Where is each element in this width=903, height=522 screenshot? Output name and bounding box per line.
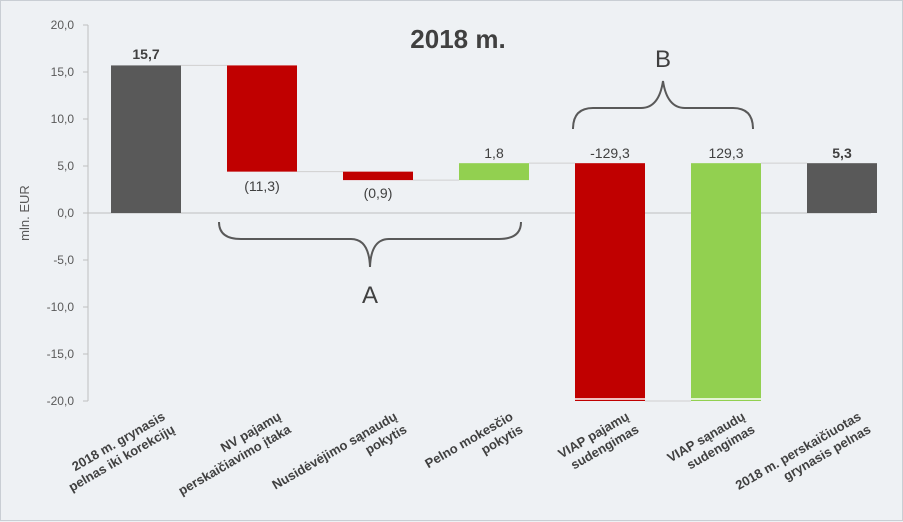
bar-5 xyxy=(575,163,645,401)
data-label-7: 5,3 xyxy=(832,145,852,161)
y-tick-label: 5,0 xyxy=(57,159,74,173)
bar-3 xyxy=(343,171,413,181)
bar-1 xyxy=(111,65,181,213)
x-tick-label-3: Nusidėvėjimo sąnaudųpokytis xyxy=(269,408,409,507)
axis-layer: -20,0 -15,0 -10,0 -5,0 0,0 5,0 10,0 15,0 20,0 xyxy=(47,18,871,408)
bar-layer xyxy=(111,64,877,402)
x-tick-label-1: 2018 m. grynasispelnas iki korekcijų xyxy=(58,408,177,495)
x-tick-label-4: Pelno mokesčiopokytis xyxy=(422,408,525,485)
bar-2 xyxy=(227,65,297,172)
bracket-b xyxy=(572,80,754,130)
data-label-5: -129,3 xyxy=(590,145,630,161)
y-tick-label: -5,0 xyxy=(53,253,74,267)
bar-7 xyxy=(807,163,877,213)
data-label-1: 15,7 xyxy=(132,46,159,62)
bracket-a xyxy=(218,221,522,268)
y-tick-label: 0,0 xyxy=(57,206,74,220)
x-tick-label-7: 2018 m. perskaičiuotasgrynasis pelnas xyxy=(733,408,874,507)
y-tick-label: 10,0 xyxy=(51,112,75,126)
y-tick-label: -20,0 xyxy=(47,394,75,408)
y-tick-label: -10,0 xyxy=(47,300,75,314)
data-label-2: (11,3) xyxy=(244,178,280,194)
data-label-6: 129,3 xyxy=(708,145,743,161)
y-axis-label: mln. EUR xyxy=(17,185,32,241)
bar-6 xyxy=(691,163,761,401)
bracket-b-label: B xyxy=(655,46,671,73)
x-tick-label-5: VIAP pajamųsudengimas xyxy=(555,408,641,475)
data-label-4: 1,8 xyxy=(484,145,504,161)
bar-4 xyxy=(459,163,529,181)
chart-title: 2018 m. xyxy=(410,24,505,54)
bracket-layer: A B xyxy=(218,46,754,309)
x-tick-label-6: VIAP sąnaudųsudengimas xyxy=(664,408,757,479)
y-tick-label: 20,0 xyxy=(51,18,75,32)
data-label-3: (0,9) xyxy=(364,185,393,201)
y-tick-label: -15,0 xyxy=(47,347,75,361)
y-tick-label: 15,0 xyxy=(51,65,75,79)
bracket-a-label: A xyxy=(362,282,378,309)
